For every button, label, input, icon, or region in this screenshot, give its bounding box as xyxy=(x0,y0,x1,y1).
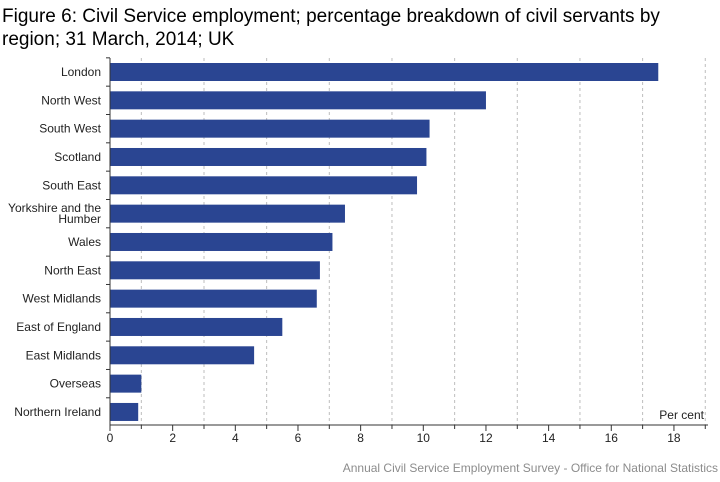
bar-overseas xyxy=(110,374,142,393)
bar-scotland xyxy=(110,147,427,166)
bar-wales xyxy=(110,232,333,251)
category-label: North West xyxy=(41,93,101,107)
x-tick-label: 14 xyxy=(542,431,556,445)
category-label: Yorkshire and the Humber xyxy=(8,201,101,226)
category-label: Overseas xyxy=(50,377,101,391)
bar-northern-ireland xyxy=(110,402,139,421)
category-label: South West xyxy=(39,122,101,136)
x-tick-label: 0 xyxy=(107,431,114,445)
bar-east-of-england xyxy=(110,317,283,336)
category-label: East of England xyxy=(16,320,101,334)
category-label: West Midlands xyxy=(23,292,101,306)
category-label: North East xyxy=(44,263,101,277)
bar-north-west xyxy=(110,91,486,110)
chart-source: Annual Civil Service Employment Survey -… xyxy=(342,461,718,475)
x-tick-label: 2 xyxy=(169,431,176,445)
bar-east-midlands xyxy=(110,346,255,365)
category-label: South East xyxy=(42,178,101,192)
axes xyxy=(106,57,708,431)
x-tick-label: 10 xyxy=(417,431,431,445)
grid-lines xyxy=(140,58,706,425)
x-tick-label: 16 xyxy=(605,431,619,445)
bar-london xyxy=(110,63,659,81)
x-tick-label: 12 xyxy=(479,431,493,445)
x-axis-unit-label: Per cent xyxy=(659,408,704,422)
x-tick-label: 6 xyxy=(295,431,302,445)
bar-south-east xyxy=(110,176,418,195)
category-labels: London North West South West Scotland South … xyxy=(8,65,102,419)
bars xyxy=(110,63,659,421)
bar-south-west xyxy=(110,119,430,138)
bar-yorkshire-and-the-humber xyxy=(110,204,345,223)
category-label: Wales xyxy=(68,235,101,249)
bar-north-east xyxy=(110,261,320,280)
chart-title: Figure 6: Civil Service employment; perc… xyxy=(2,6,660,50)
x-tick-label: 8 xyxy=(357,431,364,445)
x-tick-label: 18 xyxy=(667,431,681,445)
category-label: East Midlands xyxy=(26,348,101,362)
tick-labels: 0 2 4 6 8 10 12 14 16 18 xyxy=(107,431,681,445)
bar-west-midlands xyxy=(110,289,317,308)
category-label: Northern Ireland xyxy=(14,405,101,419)
category-label: London xyxy=(61,65,101,79)
x-tick-label: 4 xyxy=(232,431,239,445)
category-label: Scotland xyxy=(54,150,101,164)
